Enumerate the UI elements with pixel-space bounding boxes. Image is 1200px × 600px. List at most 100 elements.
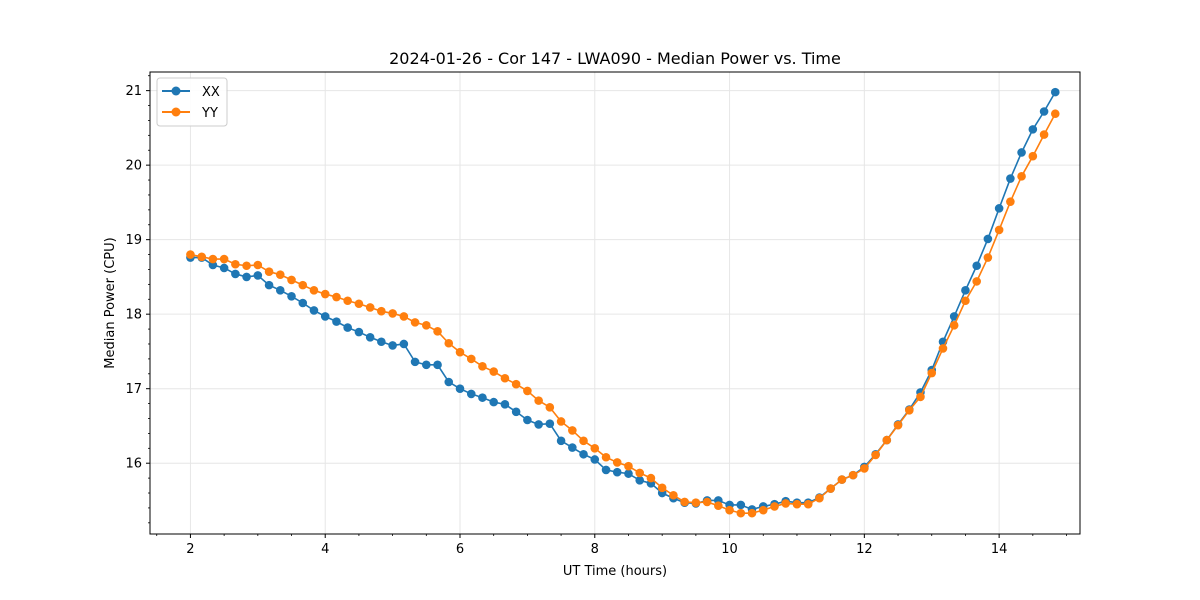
x-axis-label: UT Time (hours) xyxy=(563,564,667,579)
data-point-xx xyxy=(961,286,970,295)
data-point-xx xyxy=(1050,87,1060,97)
legend-label-xx: XX xyxy=(202,85,220,100)
data-point-yy xyxy=(803,499,813,509)
legend-label-yy: YY xyxy=(201,106,218,121)
data-point-yy xyxy=(388,309,397,318)
data-point-yy xyxy=(691,498,701,508)
plot-area xyxy=(186,87,1060,518)
data-point-xx xyxy=(388,341,397,350)
data-point-yy xyxy=(489,367,499,376)
data-point-yy xyxy=(1006,197,1015,206)
data-point-yy xyxy=(815,493,824,503)
data-point-yy xyxy=(972,277,981,286)
data-point-xx xyxy=(534,420,543,429)
y-tick-label: 17 xyxy=(125,382,142,397)
data-point-yy xyxy=(758,505,768,515)
data-point-yy xyxy=(624,461,633,471)
data-point-yy xyxy=(905,406,914,415)
data-point-yy xyxy=(511,379,521,389)
data-point-xx xyxy=(1039,107,1049,116)
data-point-xx xyxy=(231,269,240,279)
data-point-xx xyxy=(736,500,746,510)
data-point-yy xyxy=(579,436,588,446)
data-point-yy xyxy=(702,497,712,507)
data-point-yy xyxy=(882,435,892,445)
data-point-xx xyxy=(433,360,442,370)
grid xyxy=(150,72,1080,534)
chart-title: 2024-01-26 - Cor 147 - LWA090 - Median P… xyxy=(389,49,841,68)
data-point-yy xyxy=(264,267,274,277)
data-point-yy xyxy=(916,392,925,402)
data-point-xx xyxy=(949,312,959,321)
data-point-yy xyxy=(455,347,465,357)
data-point-yy xyxy=(837,475,847,484)
data-point-yy xyxy=(792,499,802,509)
data-point-xx xyxy=(253,271,263,280)
data-point-yy xyxy=(1039,130,1049,139)
data-point-yy xyxy=(478,362,487,371)
legend: XX YY xyxy=(156,77,228,127)
data-point-yy xyxy=(287,275,296,285)
data-point-xx xyxy=(590,455,600,464)
data-point-xx xyxy=(410,357,420,367)
data-point-yy xyxy=(871,450,880,460)
data-point-yy xyxy=(669,490,678,500)
data-point-yy xyxy=(186,250,195,259)
data-point-yy xyxy=(568,426,577,435)
data-point-yy xyxy=(208,254,218,264)
data-point-yy xyxy=(893,420,903,430)
y-tick-label: 16 xyxy=(125,457,142,472)
series-line-xx xyxy=(190,91,1056,511)
x-tick-label: 8 xyxy=(591,542,599,557)
axis-ticks: 2 4 6 8 10 12 14 16 17 18 19 20 21 xyxy=(125,75,1067,557)
data-point-xx xyxy=(242,272,251,282)
data-point-yy xyxy=(320,289,330,299)
data-point-yy xyxy=(657,483,667,493)
data-point-xx xyxy=(489,397,499,407)
data-point-xx xyxy=(332,317,341,326)
data-point-xx xyxy=(1028,125,1038,134)
y-tick-label: 19 xyxy=(125,233,142,248)
data-point-xx xyxy=(343,323,352,332)
data-point-yy xyxy=(1050,109,1060,119)
data-point-xx xyxy=(545,419,555,429)
data-point-yy xyxy=(646,473,656,483)
x-tick-label: 12 xyxy=(856,542,873,557)
data-point-yy xyxy=(714,501,723,510)
data-point-yy xyxy=(500,373,510,383)
data-point-xx xyxy=(264,280,274,290)
data-point-xx xyxy=(635,476,645,485)
data-point-xx xyxy=(500,400,510,409)
data-point-xx xyxy=(444,377,454,387)
data-point-yy xyxy=(961,296,970,306)
data-point-yy xyxy=(826,484,835,493)
data-point-yy xyxy=(545,403,555,412)
data-point-yy xyxy=(781,499,790,508)
x-tick-label: 4 xyxy=(321,542,329,557)
data-point-xx xyxy=(1017,148,1026,157)
data-point-xx xyxy=(1006,174,1015,183)
data-point-xx xyxy=(377,337,386,347)
data-point-xx xyxy=(455,384,465,393)
data-point-yy xyxy=(635,468,645,478)
y-tick-label: 21 xyxy=(125,84,142,99)
data-point-xx xyxy=(568,443,577,452)
data-point-xx xyxy=(523,415,532,425)
data-point-yy xyxy=(377,306,386,316)
x-tick-label: 14 xyxy=(991,542,1008,557)
data-point-yy xyxy=(1017,172,1026,181)
data-point-xx xyxy=(624,469,633,478)
legend-marker-yy xyxy=(171,107,181,117)
data-point-yy xyxy=(399,312,409,321)
data-point-yy xyxy=(556,417,566,426)
data-point-yy xyxy=(343,296,352,306)
data-point-yy xyxy=(747,508,757,518)
legend-marker-xx xyxy=(171,86,181,96)
data-point-yy xyxy=(680,497,689,507)
data-point-yy xyxy=(725,505,734,515)
x-tick-label: 6 xyxy=(456,542,464,557)
y-axis-label: Median Power (CPU) xyxy=(103,237,118,368)
data-point-yy xyxy=(848,470,858,480)
data-point-yy xyxy=(612,458,622,467)
